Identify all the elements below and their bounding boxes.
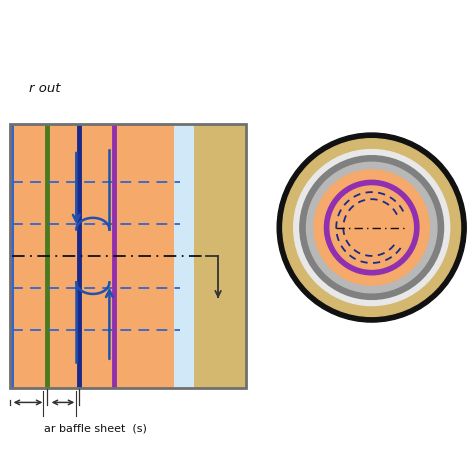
Circle shape <box>283 139 461 317</box>
Bar <box>10 124 174 388</box>
Bar <box>10 124 14 388</box>
Circle shape <box>324 180 419 275</box>
Circle shape <box>330 186 413 269</box>
Bar <box>10 124 246 388</box>
Circle shape <box>314 170 429 285</box>
Text: ar baffle sheet  (s): ar baffle sheet (s) <box>45 424 147 434</box>
Bar <box>194 124 246 388</box>
Text: r out: r out <box>29 82 61 95</box>
Circle shape <box>294 150 450 306</box>
Bar <box>174 124 194 388</box>
Circle shape <box>307 162 437 293</box>
Circle shape <box>300 156 444 300</box>
Circle shape <box>277 133 466 322</box>
